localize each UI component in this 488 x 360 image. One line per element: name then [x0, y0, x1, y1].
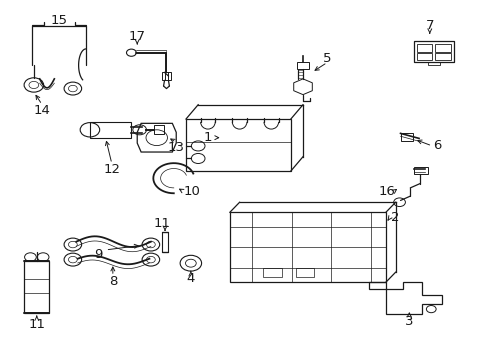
Bar: [427, 62, 439, 65]
Text: 11: 11: [153, 217, 170, 230]
Text: 17: 17: [128, 30, 145, 43]
Text: 10: 10: [183, 185, 200, 198]
Bar: [90, 122, 131, 138]
Bar: [413, 41, 453, 62]
Text: 9: 9: [94, 248, 102, 261]
Text: 4: 4: [186, 272, 195, 285]
Bar: [297, 62, 308, 69]
Text: 14: 14: [34, 104, 50, 117]
Text: 8: 8: [108, 275, 117, 288]
Text: 1: 1: [203, 131, 212, 144]
Text: 3: 3: [404, 315, 413, 328]
Bar: [434, 44, 450, 51]
Bar: [24, 261, 49, 313]
Bar: [416, 53, 431, 60]
Text: 16: 16: [378, 185, 395, 198]
Bar: [161, 232, 168, 252]
Bar: [295, 268, 314, 277]
Bar: [154, 126, 163, 134]
Bar: [161, 72, 171, 80]
Bar: [400, 133, 412, 141]
Text: 12: 12: [103, 163, 120, 176]
Text: 13: 13: [167, 141, 184, 154]
Text: 2: 2: [390, 211, 399, 224]
Bar: [416, 44, 431, 51]
Bar: [185, 119, 290, 171]
Text: 11: 11: [28, 318, 45, 331]
Text: 7: 7: [425, 19, 433, 32]
Text: 15: 15: [51, 14, 67, 27]
Bar: [413, 167, 427, 174]
Bar: [263, 268, 281, 277]
Text: 6: 6: [432, 139, 440, 152]
Bar: [413, 41, 453, 62]
Bar: [229, 212, 385, 282]
Bar: [434, 53, 450, 60]
Text: 5: 5: [323, 51, 331, 64]
